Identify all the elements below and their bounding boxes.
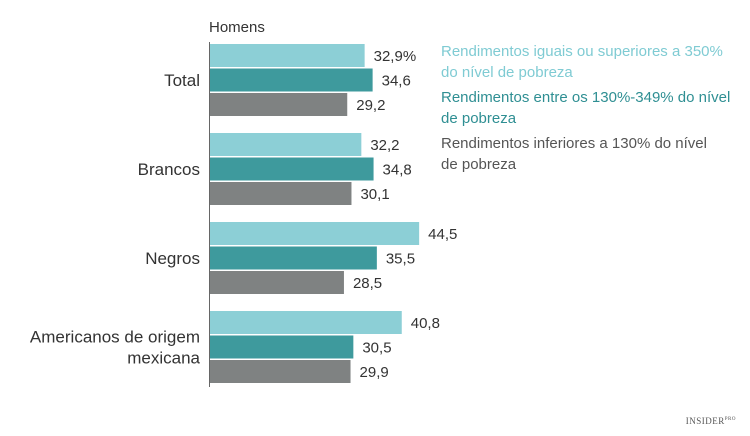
- legend-entry: Rendimentos inferiores a 130% do nível de…: [441, 133, 741, 175]
- bar-s2-c0: [210, 93, 348, 116]
- bar-s1-c1: [210, 157, 374, 181]
- legend-entry-line: Rendimentos inferiores a 130% do nível: [441, 135, 707, 152]
- panel-label: Homens: [209, 19, 265, 36]
- bar-value-label: 30,1: [360, 186, 389, 203]
- brand-name: INSIDER: [685, 416, 725, 426]
- bar-s0-c0: [210, 44, 365, 67]
- legend-entry-line: de pobreza: [441, 110, 517, 127]
- brand-logo: INSIDERPRO: [686, 416, 736, 426]
- bar-value-label: 28,5: [353, 275, 382, 292]
- category-label: Total: [164, 71, 200, 90]
- category-label: Americanos de origem: [30, 328, 200, 347]
- legend-entry-line: de pobreza: [441, 156, 517, 173]
- bar-value-label: 32,9%: [374, 48, 417, 65]
- legend-entry: Rendimentos entre os 130%-349% do nível d…: [441, 87, 741, 129]
- category-labels-group: Total Brancos Negros Americanos de origem me…: [30, 71, 201, 368]
- bar-s1-c0: [210, 68, 373, 92]
- bar-value-label: 40,8: [411, 315, 440, 332]
- bar-s2-c1: [210, 182, 352, 205]
- brand-suffix: PRO: [724, 417, 736, 422]
- bar-s0-c2: [210, 222, 420, 245]
- bar-value-label: 29,9: [360, 364, 389, 381]
- category-label: Brancos: [138, 160, 200, 179]
- bar-value-label: 34,6: [382, 73, 411, 90]
- bar-s2-c3: [210, 360, 351, 383]
- bar-value-label: 35,5: [386, 251, 415, 268]
- bar-value-label: 29,2: [356, 97, 385, 114]
- bar-s2-c2: [210, 271, 344, 294]
- bar-s0-c3: [210, 311, 402, 334]
- bar-value-label: 44,5: [428, 226, 457, 243]
- category-label: Negros: [145, 249, 200, 268]
- bar-s1-c3: [210, 335, 354, 359]
- legend-entry: Rendimentos iguais ou superiores a 350% d…: [441, 41, 741, 83]
- legend: Rendimentos iguais ou superiores a 350% d…: [441, 41, 741, 179]
- bars-group: 32,9% 34,6 29,2 32,2 34,8 30,1 44,5 35,528,5 40,…: [210, 44, 457, 383]
- bar-s0-c1: [210, 133, 362, 156]
- legend-entry-line: Rendimentos entre os 130%-349% do nível: [441, 89, 731, 106]
- bar-value-label: 30,5: [362, 340, 391, 357]
- legend-entry-line: do nível de pobreza: [441, 64, 573, 81]
- bar-s1-c2: [210, 246, 377, 270]
- category-label: mexicana: [127, 349, 200, 368]
- bar-value-label: 32,2: [370, 137, 399, 154]
- bar-value-label: 34,8: [383, 162, 412, 179]
- legend-entry-line: Rendimentos iguais ou superiores a 350%: [441, 43, 723, 60]
